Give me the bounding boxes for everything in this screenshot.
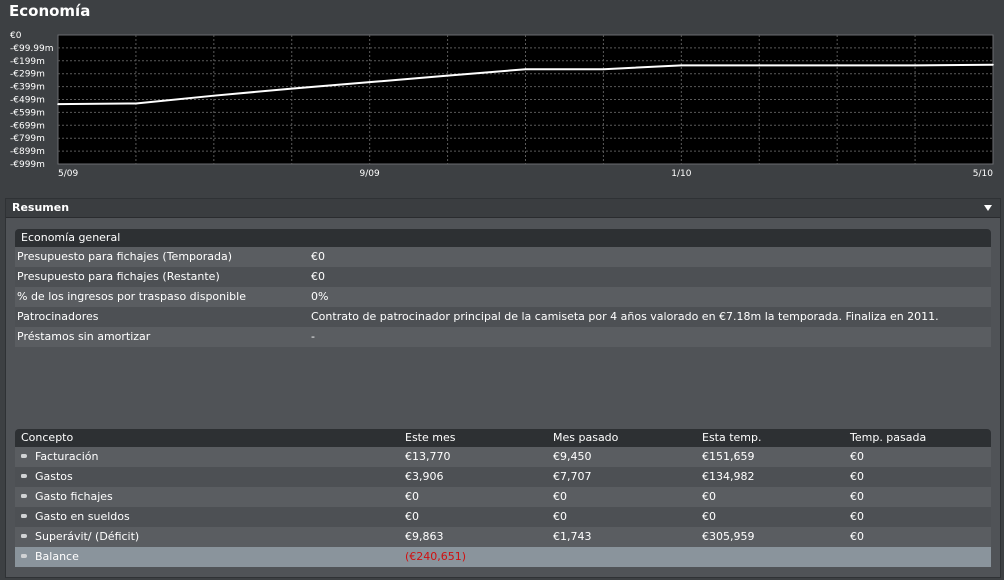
- data-point: [992, 63, 994, 66]
- this-month-cell: €13,770: [405, 450, 451, 463]
- y-tick-label: -€699m: [10, 121, 45, 131]
- table-row[interactable]: Gasto en sueldos €0 €0 €0 €0: [15, 507, 991, 527]
- last-month-cell: €7,707: [553, 470, 592, 483]
- data-point: [135, 102, 137, 105]
- concept-cell: Gasto en sueldos: [35, 510, 130, 523]
- col-header-this-season[interactable]: Esta temp.: [702, 431, 762, 444]
- expand-bullet-icon: [21, 494, 27, 498]
- general-economy-header: Economía general: [15, 229, 991, 247]
- x-tick-label: 9/09: [360, 169, 380, 179]
- x-tick-label: 5/10: [973, 169, 993, 179]
- this-season-cell: €0: [702, 490, 716, 503]
- table-row[interactable]: Gasto fichajes €0 €0 €0 €0: [15, 487, 991, 507]
- data-point: [836, 64, 838, 67]
- y-tick-label: -€299m: [10, 70, 45, 80]
- collapse-arrow-icon[interactable]: [984, 205, 992, 211]
- table-row[interactable]: Superávit/ (Déficit) €9,863 €1,743 €305,…: [15, 527, 991, 547]
- general-economy-section: Economía general Presupuesto para fichaj…: [15, 229, 991, 347]
- last-month-cell: €9,450: [553, 450, 592, 463]
- last-month-cell: €0: [553, 490, 567, 503]
- y-tick-label: -€799m: [10, 134, 45, 144]
- last-month-cell: €1,743: [553, 530, 592, 543]
- this-season-cell: €0: [702, 510, 716, 523]
- info-label: Préstamos sin amortizar: [17, 330, 151, 343]
- y-tick-label: -€99.99m: [10, 44, 54, 54]
- finance-table-header: Concepto Este mes Mes pasado Esta temp. …: [15, 429, 991, 447]
- data-point: [680, 64, 683, 67]
- info-label: % de los ingresos por traspaso disponibl…: [17, 290, 246, 303]
- this-month-cell: €3,906: [405, 470, 444, 483]
- col-header-last-month[interactable]: Mes pasado: [553, 431, 619, 444]
- this-season-cell: €305,959: [702, 530, 755, 543]
- table-row[interactable]: Gastos €3,906 €7,707 €134,982 €0: [15, 467, 991, 487]
- table-row[interactable]: Facturación €13,770 €9,450 €151,659 €0: [15, 447, 991, 467]
- info-row: Presupuesto para fichajes (Restante) €0: [15, 267, 991, 287]
- data-point: [290, 87, 293, 90]
- info-row: Préstamos sin amortizar -: [15, 327, 991, 347]
- concept-cell: Gastos: [35, 470, 73, 483]
- col-header-last-season[interactable]: Temp. pasada: [850, 431, 927, 444]
- y-tick-label: -€499m: [10, 96, 45, 106]
- data-point: [57, 103, 59, 105]
- data-point: [446, 74, 449, 77]
- y-tick-label: -€399m: [10, 83, 45, 93]
- col-header-concept[interactable]: Concepto: [21, 431, 74, 444]
- y-tick-label: -€199m: [10, 57, 45, 67]
- finance-table: Concepto Este mes Mes pasado Esta temp. …: [15, 429, 991, 567]
- last-month-cell: €0: [553, 510, 567, 523]
- info-label: Presupuesto para fichajes (Restante): [17, 270, 220, 283]
- info-label: Patrocinadores: [17, 310, 99, 323]
- this-month-cell: €9,863: [405, 530, 444, 543]
- balance-value: (€240,651): [405, 550, 467, 563]
- info-value: 0%: [311, 290, 329, 303]
- y-tick-label: €0: [10, 31, 22, 41]
- y-tick-label: -€899m: [10, 147, 45, 157]
- this-season-cell: €151,659: [702, 450, 755, 463]
- balance-chart: €0 -€99.99m -€199m -€299m -€399m -€499m -€599m…: [0, 28, 1004, 184]
- summary-panel-title: Resumen: [12, 201, 70, 214]
- data-point: [213, 94, 215, 97]
- info-row: % de los ingresos por traspaso disponibl…: [15, 287, 991, 307]
- expand-bullet-icon: [21, 534, 27, 538]
- summary-panel: Resumen Economía general Presupuesto par…: [5, 198, 1001, 578]
- expand-bullet-icon: [21, 454, 27, 458]
- data-point: [368, 81, 371, 83]
- expand-bullet-icon: [21, 514, 27, 518]
- page-title: Economía: [9, 2, 91, 20]
- balance-label: Balance: [35, 550, 79, 563]
- x-tick-label: 1/10: [671, 169, 691, 179]
- this-month-cell: €0: [405, 490, 419, 503]
- info-value: -: [311, 330, 315, 343]
- data-point: [758, 64, 761, 67]
- info-value: €0: [311, 270, 325, 283]
- last-season-cell: €0: [850, 470, 864, 483]
- info-label: Presupuesto para fichajes (Temporada): [17, 250, 233, 263]
- x-tick-label: 5/09: [58, 169, 78, 179]
- concept-cell: Facturación: [35, 450, 99, 463]
- y-tick-label: -€999m: [10, 160, 45, 170]
- balance-row[interactable]: Balance (€240,651): [15, 547, 991, 567]
- last-season-cell: €0: [850, 490, 864, 503]
- data-point: [602, 68, 605, 71]
- balance-chart-svg: €0 -€99.99m -€199m -€299m -€399m -€499m -€599m…: [10, 31, 994, 179]
- expand-bullet-icon: [21, 474, 27, 478]
- summary-panel-header[interactable]: Resumen: [6, 199, 1000, 218]
- last-season-cell: €0: [850, 450, 864, 463]
- info-row: Presupuesto para fichajes (Temporada) €0: [15, 247, 991, 267]
- data-point: [524, 68, 527, 71]
- concept-cell: Superávit/ (Déficit): [35, 530, 140, 543]
- this-month-cell: €0: [405, 510, 419, 523]
- last-season-cell: €0: [850, 530, 864, 543]
- info-value: €0: [311, 250, 325, 263]
- last-season-cell: €0: [850, 510, 864, 523]
- info-value: Contrato de patrocinador principal de la…: [311, 310, 939, 323]
- concept-cell: Gasto fichajes: [35, 490, 113, 503]
- expand-bullet-icon: [21, 554, 27, 558]
- info-row: Patrocinadores Contrato de patrocinador …: [15, 307, 991, 327]
- this-season-cell: €134,982: [702, 470, 755, 483]
- data-point: [914, 64, 916, 67]
- col-header-this-month[interactable]: Este mes: [405, 431, 456, 444]
- y-tick-label: -€599m: [10, 108, 45, 118]
